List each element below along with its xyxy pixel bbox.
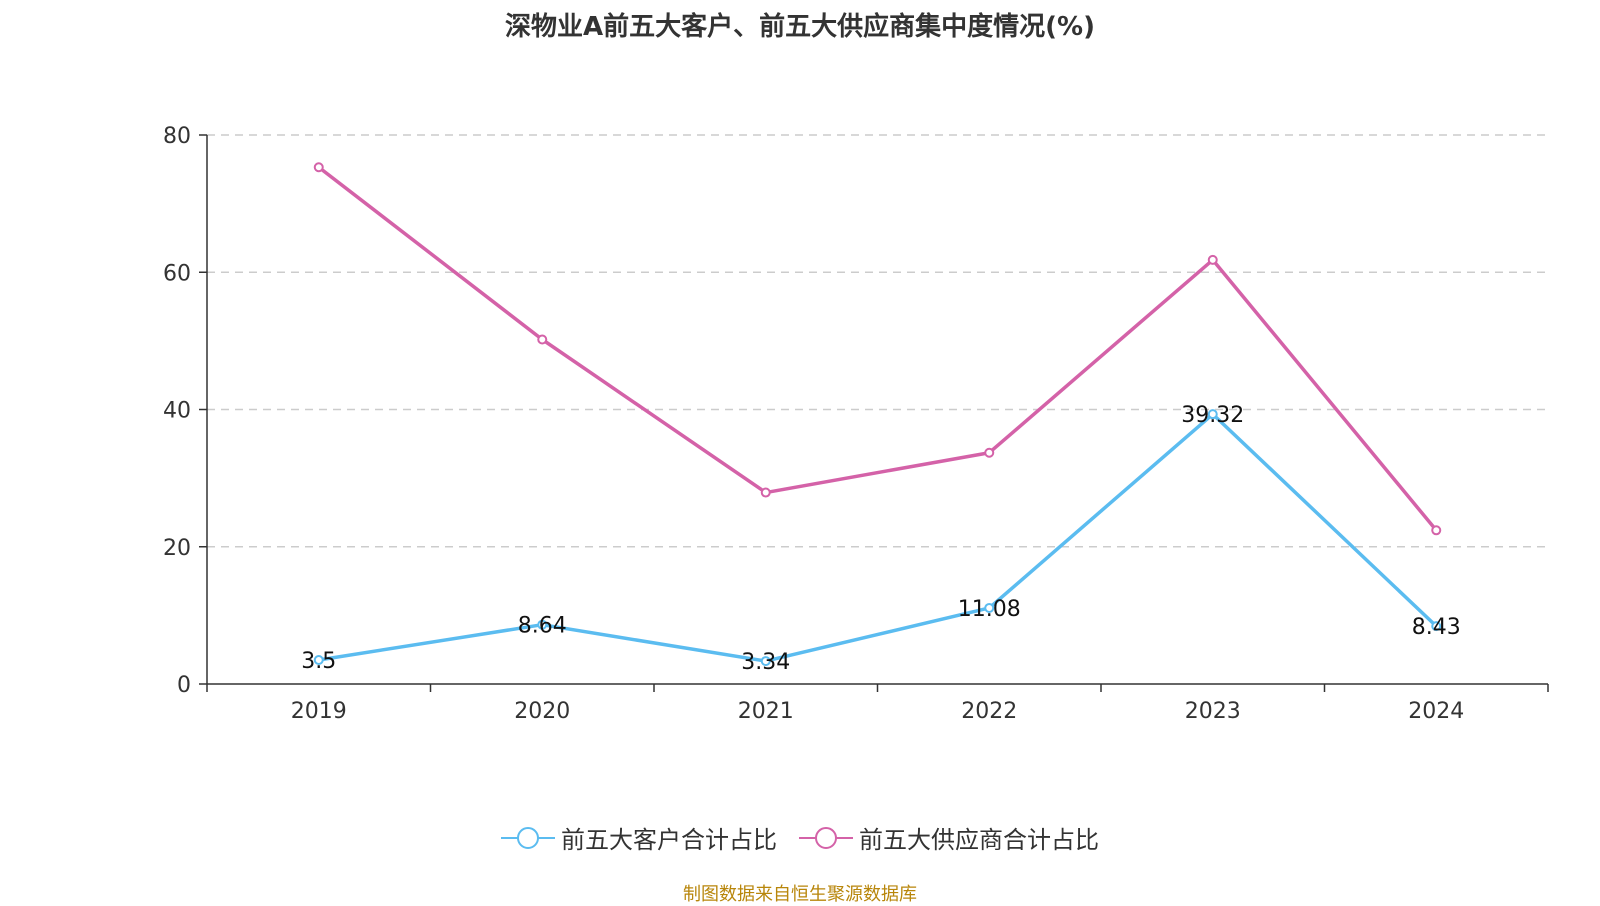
y-tick-label: 80 xyxy=(163,124,191,149)
data-point-suppliers xyxy=(313,162,324,173)
data-source-note: 制图数据来自恒生聚源数据库 xyxy=(683,884,917,905)
y-tick-label: 0 xyxy=(177,673,191,698)
x-tick-label: 2021 xyxy=(738,699,794,724)
x-tick-label: 2022 xyxy=(961,699,1017,724)
data-point-customers xyxy=(1207,409,1218,420)
data-point-customers xyxy=(984,602,995,613)
x-tick-label: 2019 xyxy=(291,699,347,724)
legend-marker-customers xyxy=(501,824,555,852)
y-tick-label: 20 xyxy=(163,536,191,561)
data-label-customers: 11.08 xyxy=(958,597,1021,622)
data-label-customers: 3.34 xyxy=(741,650,790,675)
data-point-customers xyxy=(1431,621,1442,632)
legend-item-customers[interactable]: 前五大客户合计占比 xyxy=(501,820,777,855)
series-line-suppliers xyxy=(317,165,1438,532)
data-point-suppliers xyxy=(1431,525,1442,536)
legend-marker-suppliers xyxy=(799,824,853,852)
data-label-customers: 8.43 xyxy=(1412,615,1461,640)
chart-title: 深物业A前五大客户、前五大供应商集中度情况(%) xyxy=(505,12,1095,42)
data-point-customers xyxy=(760,656,771,667)
legend-label-suppliers: 前五大供应商合计占比 xyxy=(859,826,1099,854)
y-tick-label: 60 xyxy=(163,261,191,286)
legend-item-suppliers[interactable]: 前五大供应商合计占比 xyxy=(799,820,1099,855)
x-tick-label: 2024 xyxy=(1408,699,1464,724)
x-tick-label: 2020 xyxy=(514,699,570,724)
series-line-customers xyxy=(318,412,1438,663)
data-point-suppliers xyxy=(1207,254,1218,265)
legend-label-customers: 前五大客户合计占比 xyxy=(561,826,777,854)
data-point-customers xyxy=(313,654,324,665)
data-point-suppliers xyxy=(760,487,771,498)
x-tick-label: 2023 xyxy=(1185,699,1241,724)
data-point-customers xyxy=(537,619,548,630)
y-tick-label: 40 xyxy=(163,399,191,424)
data-label-customers: 8.64 xyxy=(518,614,567,639)
data-label-customers: 39.32 xyxy=(1181,403,1244,428)
data-point-suppliers xyxy=(984,447,995,458)
data-label-customers: 3.5 xyxy=(301,649,336,674)
data-point-suppliers xyxy=(537,334,548,345)
legend: 前五大客户合计占比 前五大供应商合计占比 xyxy=(0,820,1600,855)
